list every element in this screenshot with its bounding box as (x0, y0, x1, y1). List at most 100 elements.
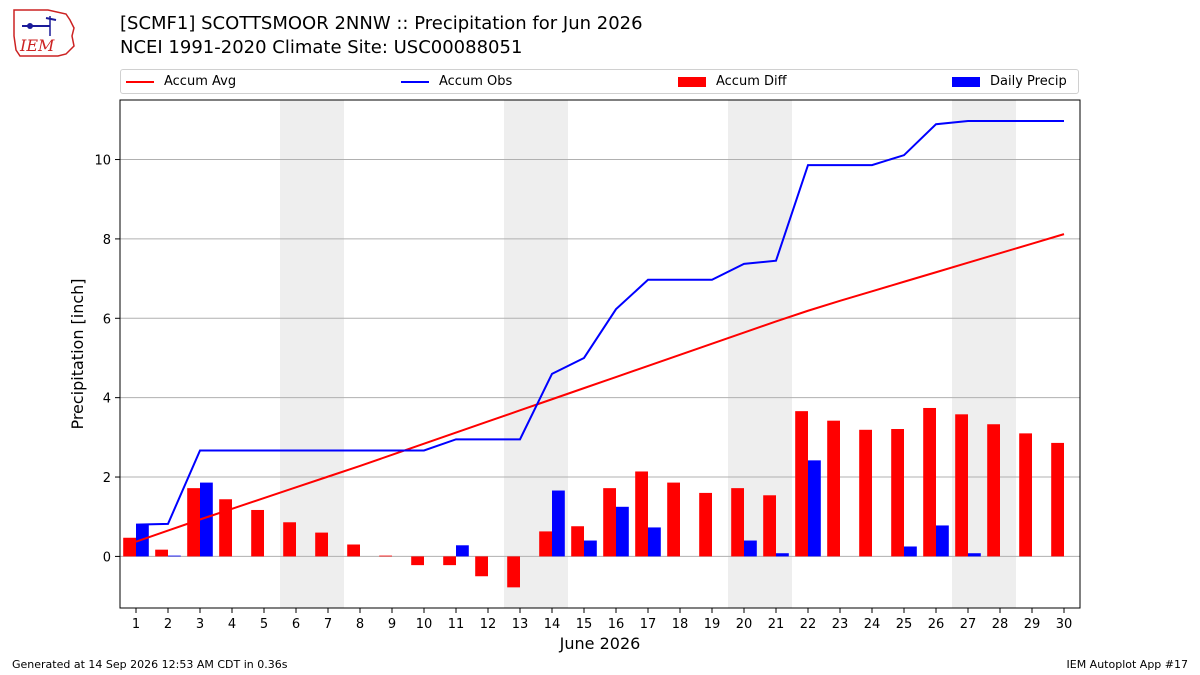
legend-red-line-swatch (126, 80, 154, 83)
legend-accum-obs-label: Accum Obs (439, 74, 513, 89)
legend-blue-box-swatch (952, 76, 980, 87)
accum-diff-bar-20 (731, 488, 744, 557)
iem-logo: IEM (13, 9, 75, 57)
accum-avg-line (135, 233, 1065, 543)
x-tick-label-25: 25 (896, 617, 913, 632)
x-tick-label-18: 18 (672, 617, 689, 632)
accum-diff-bar-19 (699, 492, 712, 557)
x-tick-label-9: 9 (388, 617, 396, 632)
accum-diff-bar-25 (891, 429, 904, 557)
x-tick-label-1: 1 (132, 617, 140, 632)
accum-diff-bar-8 (347, 544, 360, 557)
x-tick-label-15: 15 (576, 617, 593, 632)
x-tick-label-7: 7 (324, 617, 332, 632)
y-tick-label-0: 0 (103, 550, 111, 565)
accum-diff-bar-4 (219, 499, 232, 557)
x-tick-label-6: 6 (292, 617, 300, 632)
plot-frame (119, 99, 1081, 609)
accum-diff-bar-22 (795, 411, 808, 557)
accum-diff-bar-28 (987, 424, 1000, 557)
daily-precip-bar-26 (936, 525, 949, 557)
accum-diff-bar-5 (251, 509, 264, 557)
y-tick-label-2: 2 (103, 471, 111, 486)
logo-text: IEM (19, 36, 55, 55)
legend-accum-diff-label: Accum Diff (716, 74, 787, 89)
accum-diff-bar-6 (283, 522, 296, 557)
x-tick-label-12: 12 (480, 617, 497, 632)
x-tick-label-30: 30 (1056, 617, 1073, 632)
accum-diff-bar-13 (507, 556, 520, 588)
x-tick-label-13: 13 (512, 617, 529, 632)
accum-diff-bar-10 (411, 556, 424, 566)
x-axis-label: June 2026 (559, 634, 641, 653)
footer-generated: Generated at 14 Sep 2026 12:53 AM CDT in… (12, 658, 288, 671)
accum-diff-bar-15 (571, 526, 584, 557)
accum-diff-bar-24 (859, 429, 872, 557)
x-tick-label-21: 21 (768, 617, 785, 632)
x-tick-label-23: 23 (832, 617, 849, 632)
x-tick-label-24: 24 (864, 617, 881, 632)
accum-diff-bar-12 (475, 556, 488, 577)
x-tick-label-8: 8 (356, 617, 364, 632)
title-line-1: [SCMF1] SCOTTSMOOR 2NNW :: Precipitation… (120, 13, 643, 34)
accum-diff-bar-30 (1051, 442, 1064, 557)
x-tick-label-27: 27 (960, 617, 977, 632)
x-tick-label-28: 28 (992, 617, 1009, 632)
legend-accum-avg: Accum Avg (126, 70, 236, 93)
accum-diff-bar-11 (443, 556, 456, 566)
accum-diff-bar-16 (603, 488, 616, 557)
accum-diff-bar-21 (763, 495, 776, 557)
x-tick-label-10: 10 (416, 617, 433, 632)
x-tick-label-29: 29 (1024, 617, 1041, 632)
accum-diff-bar-7 (315, 532, 328, 557)
title-line-2: NCEI 1991-2020 Climate Site: USC00088051 (120, 37, 523, 58)
accum-diff-bar-29 (1019, 433, 1032, 557)
x-tick-label-26: 26 (928, 617, 945, 632)
y-tick-label-10: 10 (94, 154, 111, 169)
accum-diff-bar-1 (123, 537, 136, 557)
legend-red-box-swatch (678, 76, 706, 87)
x-tick-label-16: 16 (608, 617, 625, 632)
daily-precip-bar-20 (744, 540, 757, 557)
x-tick-label-20: 20 (736, 617, 753, 632)
x-tick-label-19: 19 (704, 617, 721, 632)
y-tick-label-6: 6 (103, 312, 111, 327)
accum-diff-bar-18 (667, 482, 680, 557)
x-tick-label-22: 22 (800, 617, 817, 632)
accum-diff-bar-26 (923, 407, 936, 557)
x-tick-label-2: 2 (164, 617, 172, 632)
daily-precip-bar-15 (584, 540, 597, 557)
accum-diff-bar-14 (539, 531, 552, 557)
legend-blue-line-swatch (401, 80, 429, 83)
daily-precip-bar-21 (776, 553, 789, 557)
x-tick-label-14: 14 (544, 617, 561, 632)
x-tick-label-4: 4 (228, 617, 236, 632)
daily-precip-bar-27 (968, 553, 981, 557)
accum-diff-bar-17 (635, 471, 648, 557)
footer-app: IEM Autoplot App #17 (1066, 658, 1189, 671)
daily-precip-bar-16 (616, 506, 629, 557)
x-tick-label-5: 5 (260, 617, 268, 632)
daily-precip-bar-22 (808, 460, 821, 557)
y-tick-label-4: 4 (103, 392, 111, 407)
daily-precip-bar-14 (552, 490, 565, 557)
daily-precip-bar-2 (168, 555, 181, 557)
daily-precip-bar-11 (456, 545, 469, 557)
y-tick-label-8: 8 (103, 233, 111, 248)
y-axis-label: Precipitation [inch] (68, 278, 87, 429)
x-tick-label-11: 11 (448, 617, 465, 632)
legend-accum-obs: Accum Obs (401, 70, 512, 93)
accum-diff-bar-27 (955, 414, 968, 557)
chart-title: [SCMF1] SCOTTSMOOR 2NNW :: Precipitation… (120, 12, 643, 60)
accum-diff-bar-23 (827, 420, 840, 557)
x-tick-label-17: 17 (640, 617, 657, 632)
daily-precip-bar-25 (904, 546, 917, 557)
accum-diff-bar-9 (379, 555, 392, 557)
daily-precip-bar-17 (648, 527, 661, 557)
daily-precip-bar-3 (200, 482, 213, 557)
legend: Accum Avg Accum Obs Accum Diff Daily Pre… (120, 69, 1079, 94)
legend-accum-diff: Accum Diff (678, 70, 787, 93)
accum-obs-line (135, 120, 1064, 526)
legend-daily-precip-label: Daily Precip (990, 74, 1067, 89)
